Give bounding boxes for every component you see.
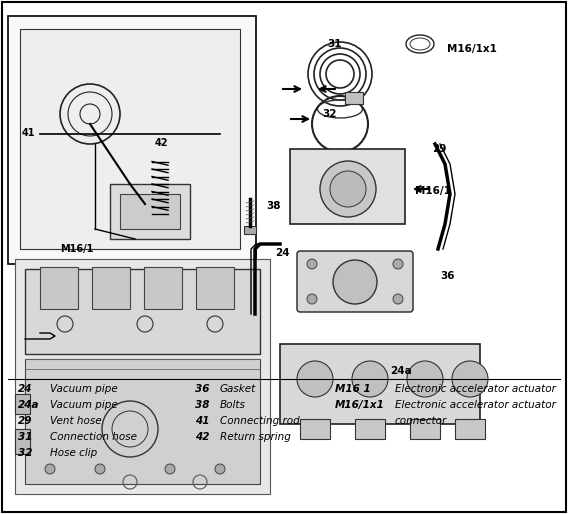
Circle shape	[307, 294, 317, 304]
Text: 24a: 24a	[390, 366, 412, 376]
Text: Bolts: Bolts	[220, 400, 246, 410]
Bar	[25, 269, 260, 354]
Text: M16/1x1: M16/1x1	[335, 400, 385, 410]
Bar	[110, 184, 190, 239]
Circle shape	[215, 464, 225, 474]
Bar	[355, 419, 385, 439]
Text: 24: 24	[275, 248, 290, 258]
Text: 36: 36	[195, 384, 210, 394]
FancyBboxPatch shape	[297, 251, 413, 312]
Text: connector: connector	[395, 416, 447, 426]
Text: M16/1: M16/1	[60, 244, 93, 254]
Bar	[15, 429, 30, 454]
Bar	[244, 226, 256, 234]
Bar	[300, 419, 330, 439]
Text: Return spring: Return spring	[220, 432, 291, 442]
Bar	[40, 267, 78, 309]
Text: 41: 41	[195, 416, 210, 426]
Text: 42: 42	[155, 138, 169, 148]
Bar	[20, 29, 240, 249]
Circle shape	[297, 361, 333, 397]
Bar	[455, 419, 485, 439]
Circle shape	[333, 260, 377, 304]
Text: 32: 32	[18, 448, 32, 458]
Text: Electronic accelerator actuator: Electronic accelerator actuator	[395, 400, 556, 410]
Text: Vacuum pipe: Vacuum pipe	[50, 400, 118, 410]
Circle shape	[352, 361, 388, 397]
Text: 36: 36	[440, 271, 454, 281]
Bar	[280, 344, 480, 424]
Circle shape	[296, 213, 304, 221]
Text: 24a: 24a	[18, 400, 40, 410]
Bar	[120, 194, 180, 229]
Circle shape	[330, 171, 366, 207]
Bar	[15, 394, 30, 414]
Circle shape	[452, 361, 488, 397]
Circle shape	[320, 161, 376, 217]
Text: 41: 41	[22, 128, 35, 138]
Text: M16/1x1: M16/1x1	[447, 44, 497, 54]
Text: Connecting rod: Connecting rod	[220, 416, 300, 426]
Text: Vent hose: Vent hose	[50, 416, 102, 426]
Text: 24: 24	[18, 384, 32, 394]
Text: 38: 38	[195, 400, 210, 410]
Text: 31: 31	[327, 39, 341, 49]
Circle shape	[393, 259, 403, 269]
Circle shape	[165, 464, 175, 474]
Bar	[15, 259, 270, 494]
Text: 38: 38	[266, 201, 281, 211]
Circle shape	[307, 259, 317, 269]
Circle shape	[45, 464, 55, 474]
Circle shape	[393, 294, 403, 304]
Bar	[345, 92, 363, 104]
Text: 29: 29	[18, 416, 32, 426]
Text: Electronic accelerator actuator: Electronic accelerator actuator	[395, 384, 556, 394]
Text: 29: 29	[432, 144, 446, 154]
Circle shape	[384, 213, 392, 221]
Text: Vacuum pipe: Vacuum pipe	[50, 384, 118, 394]
Text: Hose clip: Hose clip	[50, 448, 97, 458]
Text: Connection hose: Connection hose	[50, 432, 137, 442]
Bar	[196, 267, 234, 309]
Circle shape	[384, 160, 392, 168]
Bar	[25, 359, 260, 484]
Text: 42: 42	[195, 432, 210, 442]
Text: M16/1: M16/1	[415, 186, 451, 196]
Circle shape	[296, 160, 304, 168]
Bar	[144, 267, 182, 309]
Text: 32: 32	[322, 109, 336, 119]
Circle shape	[407, 361, 443, 397]
Text: Gasket: Gasket	[220, 384, 256, 394]
Text: 31: 31	[18, 432, 32, 442]
Text: M16 1: M16 1	[335, 384, 371, 394]
Bar	[8, 16, 256, 264]
Bar	[410, 419, 440, 439]
Bar	[92, 267, 130, 309]
Bar	[290, 149, 405, 224]
Circle shape	[95, 464, 105, 474]
